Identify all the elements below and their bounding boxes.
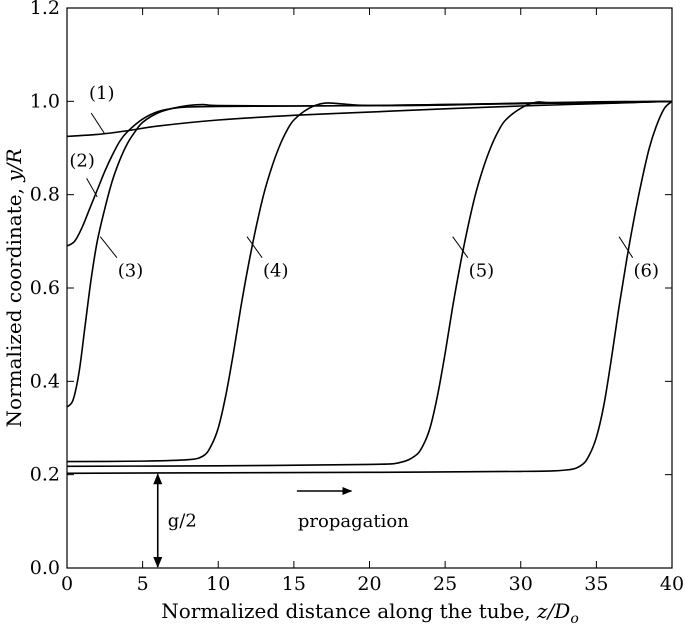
curve-label-leader-2 <box>86 178 98 198</box>
y-axis-label: Normalized coordinate, y/R <box>2 149 26 428</box>
y-tick-label: 1.2 <box>30 0 60 19</box>
series-line-5 <box>66 100 673 468</box>
series-line-1 <box>66 100 673 138</box>
x-tick-label: 0 <box>61 573 73 595</box>
series-line-2 <box>66 100 673 247</box>
x-axis-label-math: z/D <box>536 599 570 623</box>
curve-label-leader-3 <box>99 236 118 258</box>
y-tick-label: 0.8 <box>30 184 60 206</box>
x-tick-label: 20 <box>357 573 381 595</box>
curve-label-leader-6 <box>618 236 634 258</box>
curve-label-6: (6) <box>634 260 660 281</box>
x-tick-label: 40 <box>660 573 684 595</box>
x-tick-label: 5 <box>137 573 149 595</box>
y-axis-label-text: Normalized coordinate, <box>2 182 26 428</box>
curve-label-1: (1) <box>89 83 115 104</box>
curve-label-5: (5) <box>469 260 495 281</box>
series-line-3 <box>66 100 673 408</box>
propagation-label: propagation <box>298 511 409 532</box>
curve-label-leader-4 <box>246 236 263 258</box>
curve-label-4: (4) <box>263 260 289 281</box>
curve-label-leader-1 <box>90 112 106 135</box>
x-tick-label: 30 <box>509 573 533 595</box>
x-axis-label-sub: o <box>570 611 578 627</box>
x-tick-label: 10 <box>206 573 230 595</box>
x-tick-label: 35 <box>584 573 608 595</box>
y-tick-label: 0.2 <box>30 464 60 486</box>
gap-arrow-head-bottom <box>153 557 163 568</box>
y-tick-label: 1.0 <box>30 90 60 112</box>
curve-label-3: (3) <box>118 260 144 281</box>
curve-labels: (1) (2) (3) (4) (5) (6) <box>69 83 659 281</box>
curve-label-leader-5 <box>452 236 469 258</box>
y-tick-label: 0.0 <box>30 557 60 579</box>
curve-label-2: (2) <box>69 151 95 172</box>
series-line-4 <box>66 100 673 463</box>
y-tick-label: 0.6 <box>30 277 60 299</box>
x-tick-label: 25 <box>433 573 457 595</box>
axis-ticks: 0 5 10 15 20 25 30 35 40 0.0 0.2 0.4 0.6 0.8 1.0 1.2 <box>30 0 684 595</box>
series-group <box>66 100 673 475</box>
gap-label: g/2 <box>168 511 197 532</box>
y-tick-label: 0.4 <box>30 370 60 392</box>
gap-arrow-head-top <box>153 473 163 485</box>
x-axis-label: Normalized distance along the tube, z/Do <box>161 599 579 627</box>
y-axis-label-math: y/R <box>2 149 26 183</box>
x-axis-label-text: Normalized distance along the tube, <box>161 599 537 623</box>
series-line-6 <box>66 100 673 475</box>
x-tick-label: 15 <box>282 573 306 595</box>
annotations: g/2 propagation <box>153 473 409 568</box>
